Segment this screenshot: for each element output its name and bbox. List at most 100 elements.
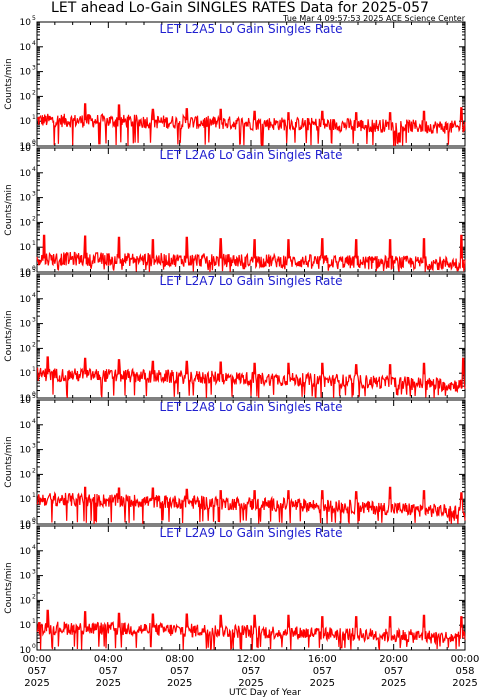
y-tick-label: 10 <box>20 270 32 280</box>
y-tick-exponent: 0 <box>32 643 36 650</box>
y-tick-label: 10 <box>20 243 32 253</box>
y-axis-label: Counts/min <box>4 184 14 235</box>
panel-title: LET L2A8 Lo Gain Singles Rate <box>160 400 343 414</box>
y-tick-exponent: 2 <box>32 341 36 348</box>
y-tick-exponent: 2 <box>32 593 36 600</box>
y-tick-exponent: 5 <box>32 393 36 400</box>
y-tick-label: 10 <box>20 117 32 127</box>
y-tick-exponent: 3 <box>32 65 36 72</box>
y-tick-exponent: 4 <box>32 544 36 551</box>
y-tick-label: 10 <box>20 522 32 532</box>
x-tick-label: 057 <box>384 666 403 677</box>
panel-title: LET L2A9 Lo Gain Singles Rate <box>160 526 343 540</box>
y-tick-exponent: 5 <box>32 141 36 148</box>
y-tick-exponent: 4 <box>32 418 36 425</box>
y-tick-exponent: 5 <box>32 15 36 22</box>
y-tick-label: 10 <box>20 144 32 154</box>
y-tick-label: 10 <box>20 596 32 606</box>
y-tick-label: 10 <box>20 394 32 404</box>
y-tick-label: 10 <box>20 495 32 505</box>
y-tick-exponent: 3 <box>32 317 36 324</box>
y-tick-label: 10 <box>20 572 32 582</box>
y-tick-label: 10 <box>20 446 32 456</box>
y-tick-label: 10 <box>20 92 32 102</box>
y-tick-label: 10 <box>20 18 32 28</box>
x-tick-label: 12:00 <box>237 654 266 665</box>
y-tick-label: 10 <box>20 268 32 278</box>
x-tick-label: 057 <box>313 666 332 677</box>
y-axis-label: Counts/min <box>4 310 14 361</box>
x-tick-label: 057 <box>241 666 260 677</box>
y-axis-label: Counts/min <box>4 436 14 487</box>
x-tick-label: 057 <box>99 666 118 677</box>
y-axis-label: Counts/min <box>4 562 14 613</box>
chart-title: LET ahead Lo-Gain SINGLES RATES Data for… <box>51 0 429 16</box>
y-tick-exponent: 1 <box>32 114 36 121</box>
panel-title: LET L2A5 Lo Gain Singles Rate <box>160 22 343 36</box>
y-tick-exponent: 4 <box>32 292 36 299</box>
x-tick-labels: 00:00057202504:00057202508:00057202512:0… <box>23 654 480 689</box>
y-tick-exponent: 1 <box>32 618 36 625</box>
y-tick-label: 10 <box>20 520 32 530</box>
y-tick-exponent: 0 <box>32 265 36 272</box>
y-tick-exponent: 3 <box>32 443 36 450</box>
y-tick-label: 10 <box>20 369 32 379</box>
y-tick-label: 10 <box>20 547 32 557</box>
y-tick-exponent: 3 <box>32 191 36 198</box>
x-tick-label: 2025 <box>238 678 263 689</box>
y-axis-label: Counts/min <box>4 58 14 109</box>
x-tick-label: 2025 <box>24 678 49 689</box>
y-tick-exponent: 1 <box>32 366 36 373</box>
y-tick-label: 10 <box>20 194 32 204</box>
y-tick-label: 10 <box>20 621 32 631</box>
x-tick-label: 2025 <box>96 678 121 689</box>
y-tick-exponent: 0 <box>32 517 36 524</box>
y-tick-label: 10 <box>20 344 32 354</box>
y-tick-exponent: 0 <box>32 139 36 146</box>
y-tick-label: 10 <box>20 142 32 152</box>
y-tick-exponent: 4 <box>32 166 36 173</box>
x-tick-label: 057 <box>170 666 189 677</box>
series-line <box>36 234 466 273</box>
y-tick-exponent: 5 <box>32 267 36 274</box>
x-tick-label: 20:00 <box>379 654 408 665</box>
x-tick-label: 04:00 <box>94 654 123 665</box>
x-tick-label: 16:00 <box>308 654 337 665</box>
x-tick-label: 057 <box>27 666 46 677</box>
y-tick-exponent: 2 <box>32 467 36 474</box>
x-axis-label: UTC Day of Year <box>229 688 301 698</box>
y-tick-label: 10 <box>20 169 32 179</box>
x-tick-label: 2025 <box>381 678 406 689</box>
x-tick-label: 2025 <box>452 678 477 689</box>
y-tick-label: 10 <box>20 646 32 656</box>
y-tick-exponent: 1 <box>32 492 36 499</box>
y-tick-label: 10 <box>20 396 32 406</box>
y-tick-label: 10 <box>20 295 32 305</box>
panel-title: LET L2A7 Lo Gain Singles Rate <box>160 274 343 288</box>
y-tick-label: 10 <box>20 320 32 330</box>
x-tick-label: 08:00 <box>165 654 194 665</box>
series-line <box>36 103 466 146</box>
series-line <box>36 486 466 525</box>
y-tick-label: 10 <box>20 43 32 53</box>
x-tick-label: 058 <box>455 666 474 677</box>
chart-subtitle: Tue Mar 4 09:57:53 2025 ACE Science Cent… <box>282 14 466 23</box>
y-tick-exponent: 5 <box>32 519 36 526</box>
x-tick-label: 2025 <box>310 678 335 689</box>
series-line <box>36 609 466 651</box>
y-tick-exponent: 4 <box>32 40 36 47</box>
y-tick-exponent: 1 <box>32 240 36 247</box>
y-tick-exponent: 2 <box>32 215 36 222</box>
series-line <box>36 356 466 399</box>
y-tick-label: 10 <box>20 68 32 78</box>
y-tick-exponent: 2 <box>32 89 36 96</box>
panel-title: LET L2A6 Lo Gain Singles Rate <box>160 148 343 162</box>
y-tick-label: 10 <box>20 470 32 480</box>
